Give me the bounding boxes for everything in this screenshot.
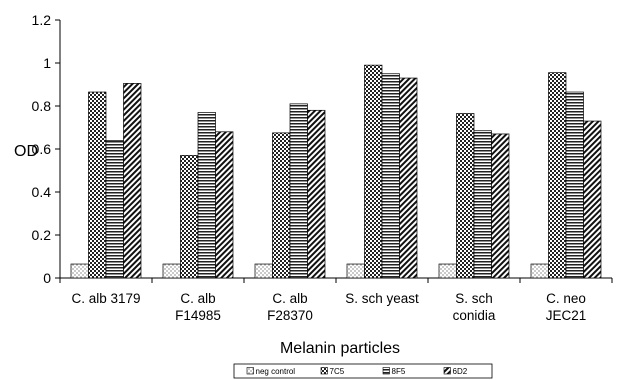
bar-6d2 xyxy=(399,77,418,279)
x-ticks xyxy=(59,278,613,283)
category-label: S. sch conidia xyxy=(453,291,496,323)
bar-neg-control xyxy=(346,263,365,279)
bar-6d2 xyxy=(123,83,142,279)
legend-label: 8F5 xyxy=(392,367,406,376)
category-label: C. neo JEC21 xyxy=(546,291,587,323)
category-label-line: F14985 xyxy=(175,308,221,323)
legend-label: 7C5 xyxy=(330,367,345,376)
y-tick-label: 0 xyxy=(43,270,51,286)
y-tick-label: 1 xyxy=(43,55,51,71)
y-ticks: 0 0.2 0.4 0.6 0.8 1 1.2 xyxy=(32,12,60,286)
category-label-line: C. alb xyxy=(180,291,215,306)
category-label-line: F28370 xyxy=(267,308,313,323)
bar-7c5 xyxy=(272,132,291,279)
bar-neg-control xyxy=(162,263,181,279)
y-tick-label: 0.8 xyxy=(32,98,52,114)
bar-7c5 xyxy=(88,91,107,279)
category-label: C. alb F14985 xyxy=(175,291,221,323)
bar-8f5 xyxy=(381,73,400,279)
bar-6d2 xyxy=(583,120,602,279)
bar-6d2 xyxy=(307,109,326,279)
bar-6d2 xyxy=(491,133,510,279)
bar-6d2 xyxy=(215,131,234,279)
bars xyxy=(70,64,602,279)
y-tick-label: 1.2 xyxy=(32,12,52,28)
bar-8f5 xyxy=(289,103,308,279)
bar-7c5 xyxy=(456,113,475,279)
bar-neg-control xyxy=(254,263,273,279)
category-label-line: JEC21 xyxy=(546,308,587,323)
category-label: S. sch yeast xyxy=(345,291,419,306)
category-label: C. alb F28370 xyxy=(267,291,313,323)
category-label-line: C. neo xyxy=(546,291,586,306)
y-tick-label: 0.2 xyxy=(32,227,52,243)
axes xyxy=(59,20,612,279)
category-label-line: C. alb xyxy=(272,291,307,306)
legend-box xyxy=(233,363,493,379)
category-labels: C. alb 3179 C. alb F14985 C. alb F28370 S. sc… xyxy=(71,291,586,323)
bar-7c5 xyxy=(364,64,383,279)
y-tick-label: 0.6 xyxy=(32,141,52,157)
y-tick-label: 0.4 xyxy=(32,184,52,200)
y-axis-title: OD xyxy=(14,143,38,160)
bar-7c5 xyxy=(548,72,567,279)
bar-8f5 xyxy=(197,112,216,279)
bar-8f5 xyxy=(565,91,584,279)
legend-swatch xyxy=(382,367,390,375)
x-axis-title: Melanin particles xyxy=(280,340,400,357)
bar-8f5 xyxy=(105,140,124,279)
bar-neg-control xyxy=(438,263,457,279)
legend-label: neg control xyxy=(256,367,296,376)
category-label-line: C. alb 3179 xyxy=(71,291,140,306)
category-label-line: S. sch xyxy=(455,291,493,306)
bar-8f5 xyxy=(473,130,492,279)
bar-neg-control xyxy=(70,263,89,279)
category-label: C. alb 3179 xyxy=(71,291,140,306)
bar-neg-control xyxy=(530,263,549,279)
legend-swatch xyxy=(443,367,451,375)
legend-swatch xyxy=(246,367,254,375)
legend-swatch xyxy=(320,367,328,375)
category-label-line: conidia xyxy=(453,308,496,323)
legend: neg control 7C5 8F5 6D2 xyxy=(233,363,493,379)
category-label-line: S. sch yeast xyxy=(345,291,419,306)
legend-label: 6D2 xyxy=(453,367,468,376)
bar-7c5 xyxy=(180,155,199,279)
